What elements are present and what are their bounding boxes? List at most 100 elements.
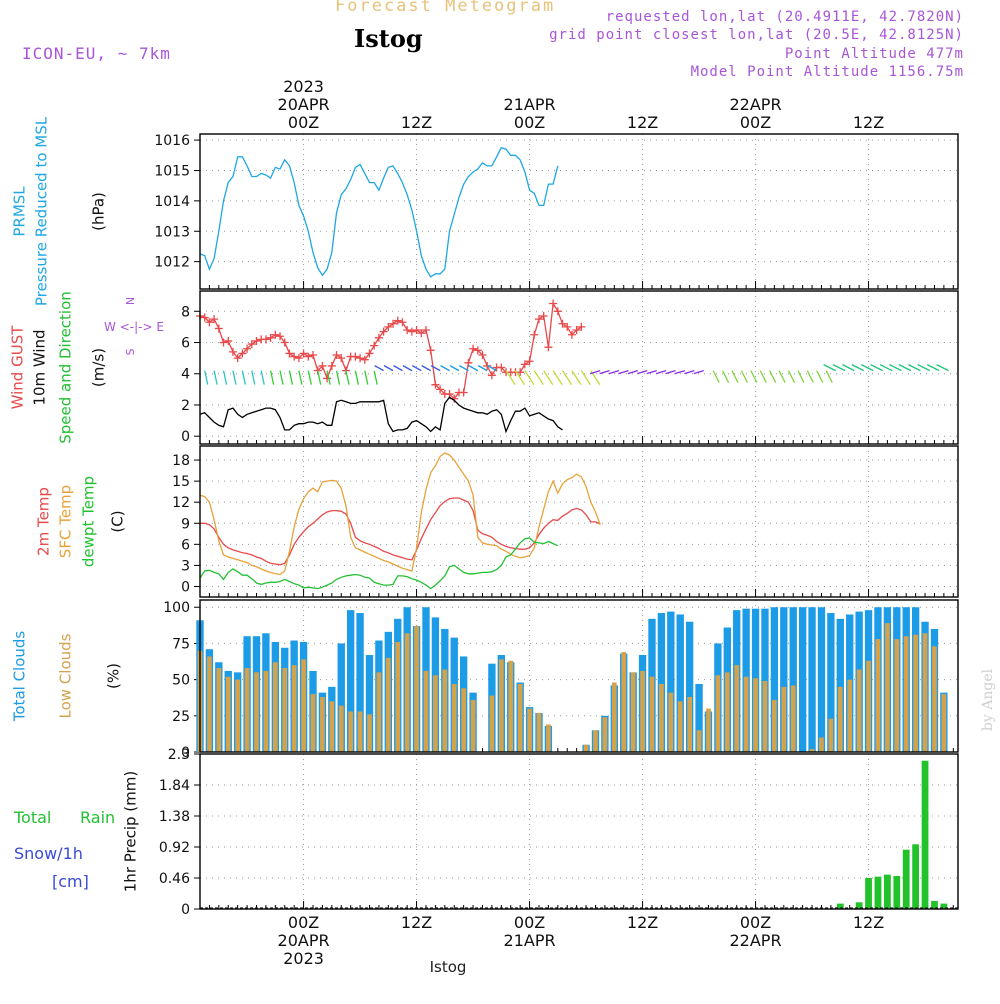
low-cloud-bar — [894, 639, 900, 752]
wind-arrow — [712, 370, 720, 383]
low-cloud-bar — [885, 623, 890, 752]
gust-marker — [247, 340, 256, 349]
total-cloud-bar — [695, 683, 703, 752]
gust-marker — [294, 354, 303, 363]
wind-arrow — [825, 370, 833, 383]
low-cloud-bar — [762, 681, 768, 752]
panel-wind: 0 2 4 6 8 — [181, 290, 959, 445]
bottom-time-label: 12Z — [627, 913, 658, 932]
y-tick-label: 25 — [172, 709, 190, 725]
total-cloud-bar — [667, 611, 675, 752]
wind-arrow — [740, 370, 749, 383]
low-cloud-bar — [677, 701, 683, 752]
low-cloud-bar — [932, 646, 937, 752]
wind-arrow — [383, 365, 394, 372]
gust-marker — [403, 326, 412, 335]
wind-arrow — [860, 364, 874, 372]
low-cloud-bar — [216, 668, 222, 752]
wind-arrow — [514, 370, 525, 385]
low-cloud-bar — [291, 665, 297, 752]
y-tick-label: 12 — [172, 495, 190, 511]
wind-arrow — [251, 370, 256, 385]
wind-arrow — [552, 370, 563, 385]
gust-marker — [252, 336, 261, 345]
precip-bar — [883, 874, 891, 909]
gust-marker — [459, 388, 468, 397]
wind-arrow — [759, 370, 767, 383]
total-cloud-bar — [780, 607, 788, 752]
low-cloud-bar — [546, 724, 551, 752]
y-tick-label: 15 — [172, 474, 190, 490]
gust-marker — [337, 354, 346, 363]
wind-arrow — [440, 365, 450, 372]
gust-marker — [412, 326, 421, 335]
gust-marker — [421, 326, 430, 335]
wind-arrow — [769, 370, 777, 383]
top-time-label: 12Z — [627, 113, 658, 132]
forecast-title: Forecast Meteogram — [335, 0, 556, 16]
gust-marker — [487, 371, 496, 380]
y-tick-label: 3 — [181, 558, 190, 574]
low-cloud-bar — [423, 670, 429, 752]
gust-marker — [525, 357, 534, 366]
wind-arrow — [374, 365, 384, 372]
low-cloud-bar — [235, 679, 241, 752]
gust-marker — [205, 318, 214, 327]
gust-marker — [224, 336, 233, 345]
series-line-prmsl — [199, 146, 559, 278]
wind-arrow — [870, 364, 883, 372]
compass-south: S — [124, 348, 137, 355]
low-cloud-bar — [781, 686, 787, 752]
gust-marker — [530, 330, 539, 339]
y-axis-label: (m/s) — [90, 348, 108, 387]
top-time-label: 2023 — [283, 77, 324, 96]
bottom-time-label: 00Z — [288, 913, 319, 932]
low-cloud-bar — [640, 670, 645, 752]
total-cloud-bar — [789, 607, 797, 752]
requested-coordinates: requested lon,lat (20.4911E, 42.7820N) — [605, 9, 964, 25]
wind-arrow — [468, 365, 479, 372]
wind-arrow — [204, 370, 209, 385]
y-axis-label: Low Clouds — [57, 633, 75, 718]
y-tick-label: 1013 — [154, 224, 190, 240]
wind-arrow — [806, 370, 814, 383]
low-cloud-bar — [385, 657, 391, 752]
wind-arrow — [936, 364, 949, 372]
wind-arrow — [279, 370, 284, 385]
low-cloud-bar — [696, 730, 702, 752]
y-axis-label: Wind GUST — [9, 325, 27, 410]
low-cloud-bar — [903, 636, 909, 752]
low-cloud-bar — [414, 626, 419, 752]
wind-arrow — [816, 370, 824, 383]
low-cloud-bar — [348, 711, 354, 752]
gust-marker — [214, 324, 223, 333]
low-cloud-bar — [819, 737, 824, 752]
low-cloud-bar — [772, 699, 777, 752]
series-line-2m-temp — [200, 497, 601, 566]
low-cloud-bar — [611, 682, 617, 752]
y-tick-label: 100 — [163, 600, 190, 616]
gust-marker — [365, 349, 374, 358]
gust-marker — [549, 299, 558, 308]
gust-marker — [483, 361, 492, 370]
low-cloud-bar — [790, 685, 796, 752]
low-cloud-bar — [941, 694, 947, 752]
gust-marker — [534, 315, 543, 324]
wind-arrow — [908, 364, 921, 372]
gust-marker — [304, 352, 313, 361]
wind-arrow — [589, 369, 601, 375]
low-cloud-bar — [254, 672, 259, 752]
panel-temperature: 0 3 6 9 12 15 18 — [172, 445, 959, 598]
gust-marker — [243, 344, 252, 353]
side-label-rain: Rain — [80, 808, 115, 827]
bottom-time-label: 12Z — [853, 913, 884, 932]
wind-arrow — [571, 370, 582, 385]
wind-arrow — [722, 370, 730, 383]
wind-arrow — [298, 370, 303, 385]
top-time-label: 12Z — [853, 113, 884, 132]
top-time-label: 20APR — [278, 95, 330, 114]
y-tick-label: 0 — [181, 429, 190, 445]
top-time-label: 00Z — [514, 113, 545, 132]
gust-marker — [520, 360, 529, 369]
low-cloud-bar — [498, 659, 504, 752]
